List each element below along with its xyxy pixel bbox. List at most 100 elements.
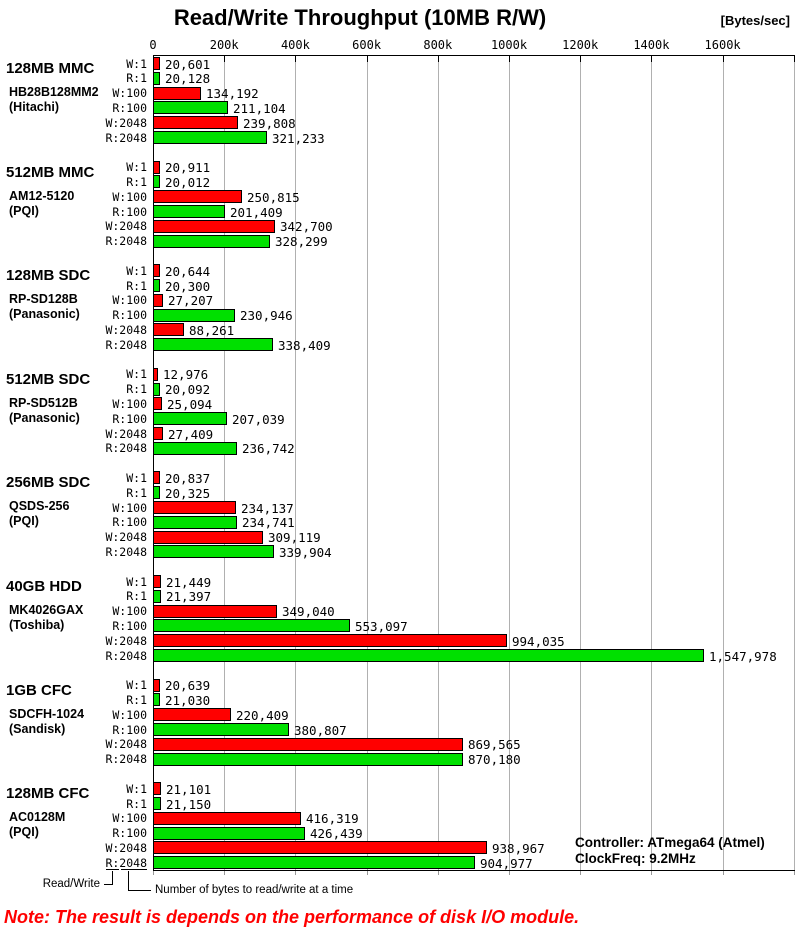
bar-value-label: 20,837: [165, 470, 211, 486]
bar-row-label: R:2048: [105, 648, 147, 663]
bottom-axis-tick: [224, 871, 226, 875]
x-axis-tick-label: 1400k: [633, 38, 670, 52]
x-axis-tick-label: 800k: [423, 38, 453, 52]
bar-row-label: R:1: [126, 382, 147, 397]
bar-value-label: 27,207: [168, 293, 214, 309]
bar-write: [153, 397, 162, 411]
bar-write: [153, 219, 275, 233]
group-label: 512MB MMC: [6, 163, 95, 181]
bar-read: [153, 382, 160, 396]
x-axis-tick: [580, 55, 582, 62]
bar-read: [153, 412, 227, 426]
x-axis-tick: [509, 55, 510, 62]
bar-value-label: 416,319: [306, 811, 359, 827]
bar-row-label: R:1: [126, 71, 147, 86]
controller-info: Controller: ATmega64 (Atmel): [575, 835, 765, 850]
bar-row-label: W:100: [112, 707, 147, 722]
bar-write: [153, 116, 238, 130]
bar-read: [153, 279, 160, 292]
bar-value-label: 870,180: [468, 752, 521, 768]
bar-read: [153, 486, 160, 500]
group-maker-label: (PQI): [9, 825, 39, 840]
callout-underline-bytes: [121, 869, 147, 870]
group-maker-label: (Sandisk): [9, 721, 66, 736]
bar-read: [153, 175, 160, 189]
x-axis-tick-label: 200k: [209, 38, 239, 52]
gridline: [509, 55, 510, 870]
gridline: [366, 55, 368, 870]
hardware-info: Controller: ATmega64 (Atmel) ClockFreq: …: [575, 835, 765, 867]
bar-row-label: W:2048: [105, 426, 147, 441]
bar-value-label: 20,092: [165, 382, 211, 398]
bar-value-label: 21,101: [166, 781, 212, 797]
bar-write: [153, 427, 163, 440]
bar-row-label: W:100: [112, 189, 147, 204]
bar-row-label: R:2048: [105, 234, 147, 249]
bar-value-label: 328,299: [275, 234, 328, 250]
bar-value-label: 20,601: [165, 56, 211, 72]
bar-row-label: R:2048: [105, 544, 147, 559]
group-label: 512MB SDC: [6, 370, 91, 388]
bar-write: [153, 811, 301, 825]
bar-value-label: 230,946: [240, 308, 293, 324]
bar-row-label: R:2048: [105, 855, 147, 870]
bar-value-label: 20,639: [165, 678, 211, 694]
group-maker-label: (PQI): [9, 203, 39, 218]
bar-value-label: 309,119: [268, 530, 321, 546]
callout-underline-rw: [106, 869, 119, 870]
bar-value-label: 349,040: [282, 604, 335, 620]
x-axis-tick: [295, 55, 297, 62]
bar-value-label: 88,261: [189, 322, 235, 338]
bar-value-label: 994,035: [512, 633, 565, 649]
gridline: [722, 55, 724, 870]
bar-value-label: 234,137: [241, 500, 294, 516]
bar-value-label: 321,233: [272, 130, 325, 146]
x-axis-tick: [793, 55, 795, 62]
bottom-axis-tick: [295, 871, 297, 875]
bar-row-label: R:100: [112, 308, 147, 323]
bar-row-label: W:1: [126, 367, 147, 382]
gridline: [793, 55, 795, 870]
x-axis-tick-label: 1000k: [490, 38, 528, 52]
bar-row-label: R:1: [126, 278, 147, 293]
bar-row-label: W:2048: [105, 840, 147, 855]
bar-row-label: R:100: [112, 100, 147, 115]
bar-row-label: W:1: [126, 574, 147, 589]
bar-row-label: R:2048: [105, 441, 147, 456]
bar-row-label: R:100: [112, 722, 147, 737]
bar-row-label: W:100: [112, 500, 147, 515]
bar-row-label: R:2048: [105, 752, 147, 767]
bar-value-label: 21,150: [166, 796, 212, 812]
bar-row-label: W:1: [126, 470, 147, 485]
bar-value-label: 553,097: [355, 618, 408, 634]
bar-read: [153, 545, 274, 559]
group-model-label: SDCFH-1024: [9, 706, 85, 721]
bar-write: [153, 323, 184, 337]
bar-row-label: R:1: [126, 589, 147, 604]
bar-value-label: 201,409: [230, 204, 283, 220]
bar-write: [153, 575, 161, 588]
x-axis-tick-label: 600k: [352, 38, 382, 52]
bar-value-label: 211,104: [233, 100, 286, 116]
x-axis-tick: [366, 55, 368, 62]
note-text: Note: The result is depends on the perfo…: [4, 907, 580, 927]
group-model-label: AM12-5120: [9, 188, 75, 203]
x-axis-tick-label: 1200k: [562, 38, 599, 52]
bar-value-label: 20,911: [165, 160, 211, 176]
bar-value-label: 220,409: [236, 707, 289, 723]
group-maker-label: (PQI): [9, 514, 39, 529]
bar-row-label: W:2048: [105, 737, 147, 752]
bar-read: [153, 723, 289, 736]
x-axis-line: [153, 55, 795, 56]
bar-value-label: 1,547,978: [709, 648, 777, 664]
bar-value-label: 342,700: [280, 219, 333, 235]
bar-read: [153, 797, 161, 810]
bar-value-label: 250,815: [247, 189, 300, 205]
bar-write: [153, 367, 158, 381]
bar-value-label: 21,397: [166, 589, 212, 605]
y-axis-line: [153, 55, 154, 871]
bar-read: [153, 205, 225, 218]
group-label: 128MB SDC: [6, 267, 91, 285]
bar-row-label: R:100: [112, 826, 147, 841]
bar-value-label: 21,449: [166, 574, 212, 590]
